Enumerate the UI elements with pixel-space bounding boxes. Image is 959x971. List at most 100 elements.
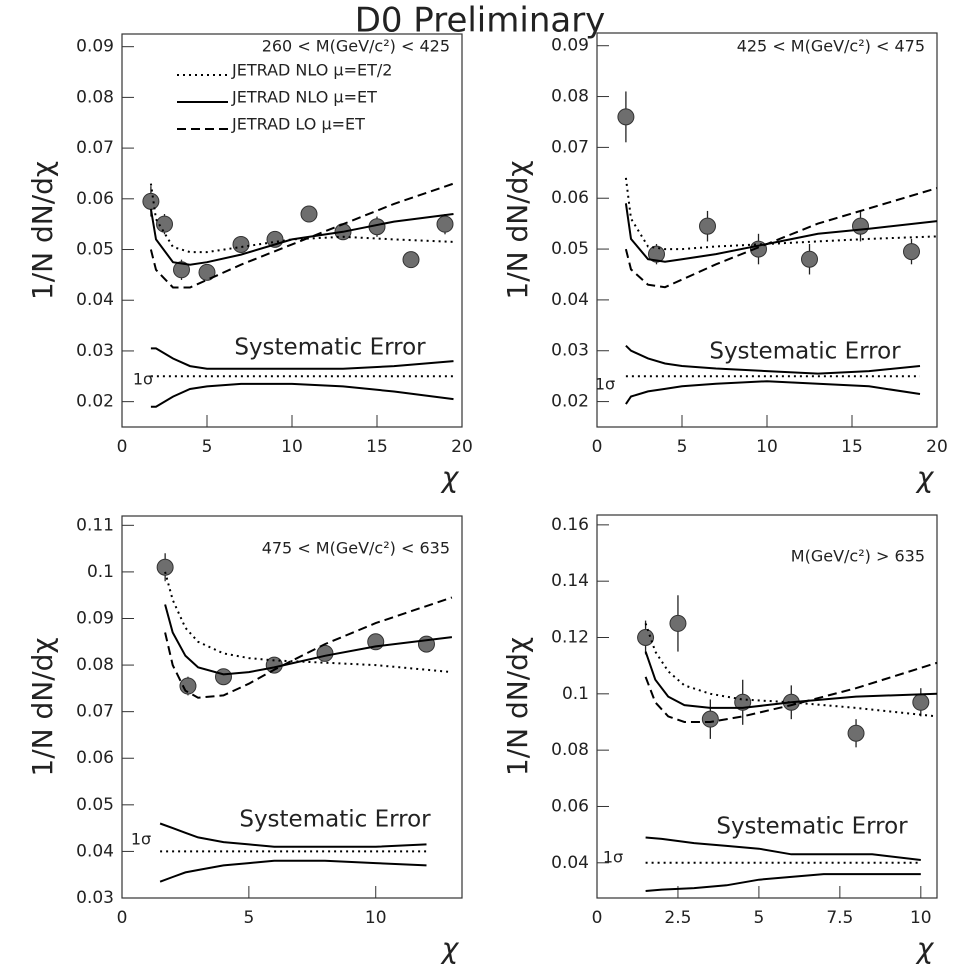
x-tick-label: 0 xyxy=(592,908,603,928)
curve xyxy=(644,661,938,723)
data-point xyxy=(734,693,752,711)
x-axis-label: χ xyxy=(915,932,935,965)
curve xyxy=(625,344,921,375)
y-tick-label: 0.1 xyxy=(562,684,589,704)
data-point xyxy=(669,614,687,632)
data-point xyxy=(801,250,818,268)
data-point xyxy=(156,558,174,576)
annotation: 1σ xyxy=(131,830,151,849)
data-point xyxy=(173,261,190,279)
y-tick-label: 0.08 xyxy=(76,87,114,107)
data-point xyxy=(699,217,716,235)
data-point xyxy=(300,205,318,223)
y-tick-label: 0.11 xyxy=(76,515,114,535)
data-point xyxy=(648,245,665,263)
x-tick-label: 0 xyxy=(117,908,128,928)
y-tick-label: 0.09 xyxy=(76,608,114,628)
x-tick-label: 15 xyxy=(366,437,388,457)
y-tick-label: 0.03 xyxy=(551,341,589,361)
y-tick-label: 0.09 xyxy=(76,37,114,57)
annotation: 260 < M(GeV/c²) < 425 xyxy=(262,37,450,56)
y-tick-label: 0.04 xyxy=(551,290,589,310)
data-point xyxy=(214,668,232,686)
x-tick-label: 5 xyxy=(677,437,688,457)
x-tick-label: 7.5 xyxy=(826,908,853,928)
data-point xyxy=(637,629,655,647)
plot-frame xyxy=(596,32,938,428)
curve xyxy=(645,836,921,861)
annotation: 425 < M(GeV/c²) < 475 xyxy=(737,37,925,56)
x-tick-label: 5 xyxy=(202,437,213,457)
annotation: M(GeV/c²) > 635 xyxy=(791,547,925,566)
curve xyxy=(149,182,454,289)
curve xyxy=(159,859,427,883)
y-tick-label: 0.05 xyxy=(76,795,114,815)
annotation: Systematic Error xyxy=(239,807,431,833)
y-tick-label: 0.06 xyxy=(76,189,114,209)
x-tick-label: 5 xyxy=(243,908,254,928)
x-tick-label: 20 xyxy=(926,437,948,457)
curve xyxy=(644,651,938,709)
x-tick-label: 15 xyxy=(841,437,863,457)
annotation: 475 < M(GeV/c²) < 635 xyxy=(262,539,450,558)
y-axis-label: 1/N dN/dχ xyxy=(501,160,534,299)
y-tick-label: 0.06 xyxy=(551,188,589,208)
x-tick-label: 10 xyxy=(910,908,932,928)
annotation: Systematic Error xyxy=(716,814,908,840)
y-tick-label: 0.06 xyxy=(551,796,589,816)
x-tick-label: 5 xyxy=(753,908,764,928)
y-tick-label: 0.07 xyxy=(551,137,589,157)
data-point xyxy=(402,251,420,269)
x-axis-label: χ xyxy=(915,461,935,494)
x-tick-label: 0 xyxy=(117,437,128,457)
y-tick-label: 0.04 xyxy=(551,853,589,873)
x-tick-label: 0 xyxy=(592,437,603,457)
curve xyxy=(149,208,454,266)
data-point xyxy=(436,215,454,233)
annotation: 1σ xyxy=(603,848,623,867)
x-tick-label: 2.5 xyxy=(664,908,691,928)
legend-label: JETRAD LO μ=ET xyxy=(231,115,365,134)
y-tick-label: 0.04 xyxy=(76,290,114,310)
y-tick-label: 0.09 xyxy=(551,36,589,56)
annotation: 1σ xyxy=(595,375,615,394)
annotation: 1σ xyxy=(133,370,153,389)
y-tick-label: 0.02 xyxy=(551,392,589,412)
x-tick-label: 10 xyxy=(365,908,387,928)
curve xyxy=(625,380,921,405)
curve xyxy=(150,382,454,408)
y-tick-label: 0.08 xyxy=(76,655,114,675)
curve xyxy=(150,347,454,370)
data-point xyxy=(142,192,160,210)
annotation: Systematic Error xyxy=(234,335,426,361)
curve xyxy=(645,873,921,892)
x-tick-label: 10 xyxy=(756,437,778,457)
data-point xyxy=(232,235,250,253)
plot-frame xyxy=(121,515,463,899)
y-axis-label: 1/N dN/dχ xyxy=(26,637,59,776)
curve xyxy=(624,187,938,289)
data-point xyxy=(701,710,719,728)
y-tick-label: 0.07 xyxy=(76,138,114,158)
y-tick-label: 0.14 xyxy=(551,571,589,591)
x-axis-label: χ xyxy=(440,461,460,494)
y-tick-label: 0.1 xyxy=(87,562,114,582)
data-point xyxy=(316,644,334,662)
curve xyxy=(159,822,427,848)
curve xyxy=(624,203,938,263)
data-point xyxy=(198,263,216,281)
y-tick-label: 0.03 xyxy=(76,341,114,361)
data-point xyxy=(847,724,865,742)
data-point xyxy=(852,217,869,235)
data-point xyxy=(617,108,635,126)
curve xyxy=(149,183,454,254)
x-axis-label: χ xyxy=(440,932,460,965)
y-tick-label: 0.02 xyxy=(76,392,114,412)
y-tick-label: 0.07 xyxy=(76,702,114,722)
curve xyxy=(164,571,452,674)
y-tick-label: 0.16 xyxy=(551,515,589,535)
curve xyxy=(644,623,938,718)
annotation: Systematic Error xyxy=(709,339,901,365)
legend-label: JETRAD NLO μ=ET xyxy=(231,88,377,107)
curve xyxy=(164,596,453,699)
